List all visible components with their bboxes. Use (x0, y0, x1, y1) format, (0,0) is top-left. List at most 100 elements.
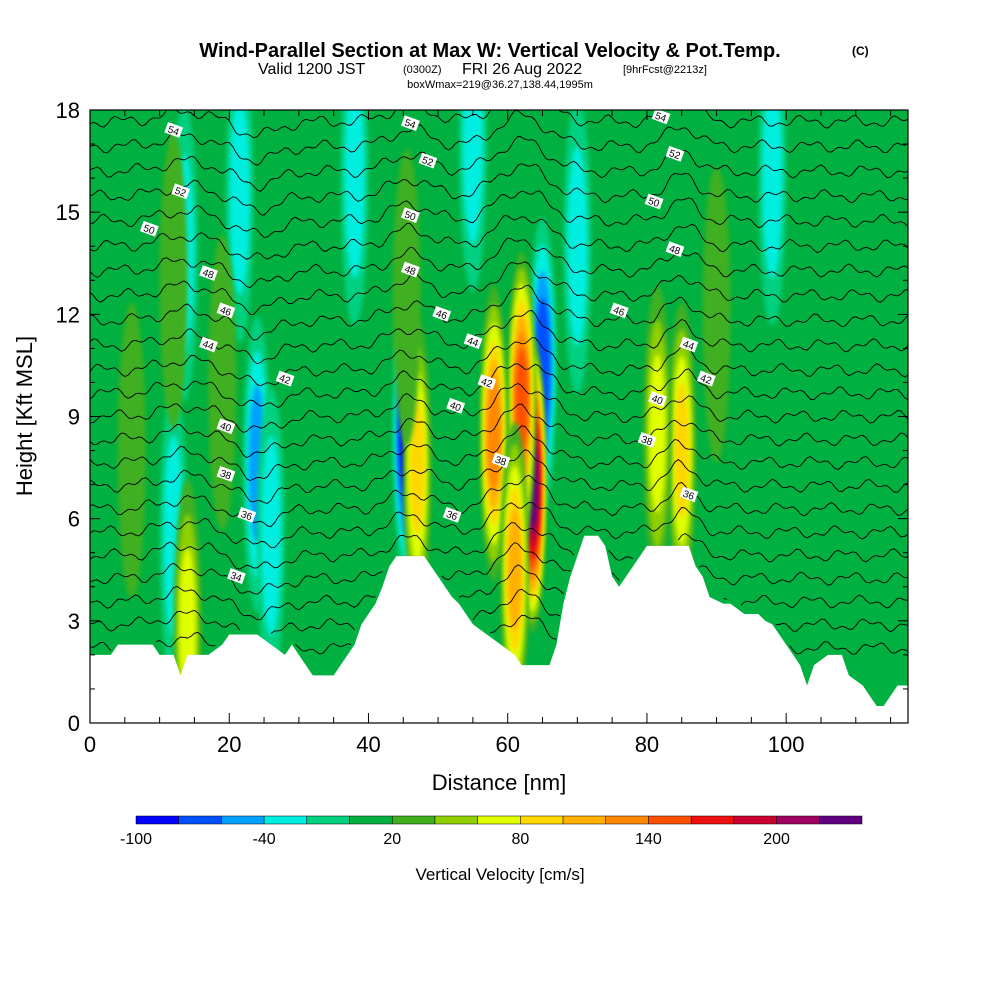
contour-label: 54 (651, 110, 671, 125)
colorbar-label: 80 (511, 831, 529, 848)
colorbar-swatch (178, 815, 222, 825)
colorbar-swatch (221, 815, 265, 825)
contour-label-text: 46 (612, 305, 627, 319)
colorbar-label: -100 (120, 831, 152, 848)
contour-label-box (442, 506, 462, 523)
contour-label-text: 48 (667, 243, 682, 257)
contour-label-box (679, 486, 699, 503)
colorbar-swatch (306, 815, 350, 825)
contour-label-text: 52 (667, 148, 682, 162)
updraft-core (159, 132, 188, 429)
contour-label-text: 36 (681, 489, 696, 503)
colorbar-swatch (605, 815, 649, 825)
contour-label-box (679, 336, 699, 353)
contour-label: 44 (679, 336, 699, 353)
colorbar-label: 140 (635, 831, 662, 848)
pot-temp-contour-line (90, 310, 908, 365)
contour-label: 50 (139, 220, 159, 237)
colorbar-swatch (263, 815, 308, 825)
y-tick-label: 12 (56, 302, 80, 327)
colorbar: -100 -40 20 80 140 200 (120, 815, 863, 848)
pot-temp-contour-line (90, 215, 908, 260)
pot-temp-contour-line (90, 363, 908, 409)
contour-label: 42 (275, 370, 295, 387)
x-axis-ticks: 0 20 40 60 80 100 (84, 110, 892, 757)
updraft-core (487, 377, 501, 490)
contour-label-text: 48 (403, 264, 418, 278)
contour-label-box (637, 431, 657, 448)
contour-label-box (477, 374, 497, 390)
contour-label-text: 48 (201, 267, 216, 281)
colorbar-label: 200 (763, 831, 790, 848)
contour-label-box (199, 265, 218, 281)
contour-label: 44 (199, 336, 218, 353)
downdraft-core (462, 110, 483, 245)
contour-label-text: 54 (653, 111, 668, 125)
colorbar-swatch (819, 815, 863, 825)
pot-temp-contour-line (90, 163, 908, 216)
contour-label-box (275, 370, 295, 387)
colorbar-swatch (562, 815, 607, 825)
contour-label-text: 46 (434, 308, 449, 322)
contour-label: 34 (226, 568, 246, 585)
updraft-core (409, 399, 425, 536)
contour-label-box (463, 333, 483, 350)
contour-label: 54 (401, 115, 420, 132)
updraft-core (515, 347, 528, 452)
contour-label-box (401, 261, 420, 278)
contour-label-text: 42 (277, 373, 292, 387)
pot-temp-contour-line (90, 542, 908, 595)
contour-label: 36 (442, 506, 462, 523)
pot-temp-contours (90, 110, 908, 655)
contour-label-text: 46 (218, 305, 233, 319)
pot-temp-contour-line (90, 382, 908, 434)
x-tick-label: 40 (356, 732, 380, 757)
valid-forecast: [9hrFcst@2213z] (623, 64, 707, 76)
pot-temp-contour-line (90, 190, 908, 238)
contour-label-box (446, 397, 466, 414)
pot-temp-contour-line (90, 474, 908, 527)
contour-label-box (216, 418, 236, 435)
x-tick-label: 80 (635, 732, 659, 757)
colorbar-title: Vertical Velocity [cm/s] (415, 865, 584, 884)
contour-label-box (216, 302, 236, 319)
contour-label-text: 36 (239, 509, 254, 523)
y-tick-label: 3 (68, 609, 80, 634)
contour-label-text: 44 (465, 335, 480, 349)
contour-label: 54 (164, 122, 184, 139)
contour-label: 36 (679, 486, 699, 503)
colorbar-swatch (733, 815, 777, 825)
x-tick-label: 60 (495, 732, 519, 757)
x-tick-label: 100 (768, 732, 805, 757)
contour-label-box (665, 145, 685, 162)
contour-label-box (401, 115, 420, 132)
contour-label-text: 54 (166, 124, 181, 138)
colorbar-swatch (349, 815, 393, 825)
pot-temp-contour-line (90, 135, 908, 192)
contour-label-box (171, 183, 191, 200)
pot-temp-contour-line (90, 502, 908, 549)
title-mark: (C) (852, 44, 869, 58)
contour-label-text: 34 (229, 570, 244, 584)
valid-prefix: Valid 1200 JST (258, 61, 366, 78)
contour-label-box (199, 336, 218, 353)
contour-label-text: 44 (681, 339, 696, 353)
contour-label: 38 (216, 466, 236, 483)
contour-label-text: 42 (699, 373, 714, 387)
contour-label: 52 (171, 183, 191, 200)
contour-label: 38 (491, 452, 511, 469)
contour-label: 46 (216, 302, 236, 319)
contour-label: 46 (609, 302, 629, 319)
colorbar-swatch (776, 815, 820, 825)
contour-label-box (665, 241, 685, 258)
contour-label-box (418, 152, 438, 169)
valid-utc: (0300Z) (403, 64, 442, 76)
downdraft-core (261, 435, 282, 636)
box-info: boxWmax=219@36.27,138.44,1995m (407, 79, 593, 91)
downdraft-core (344, 110, 365, 279)
colorbar-swatch (520, 815, 564, 825)
x-tick-label: 0 (84, 732, 96, 757)
y-axis-title: Height [Kft MSL] (12, 336, 37, 496)
contour-label: 50 (644, 193, 664, 210)
colorbar-swatch (477, 815, 521, 825)
